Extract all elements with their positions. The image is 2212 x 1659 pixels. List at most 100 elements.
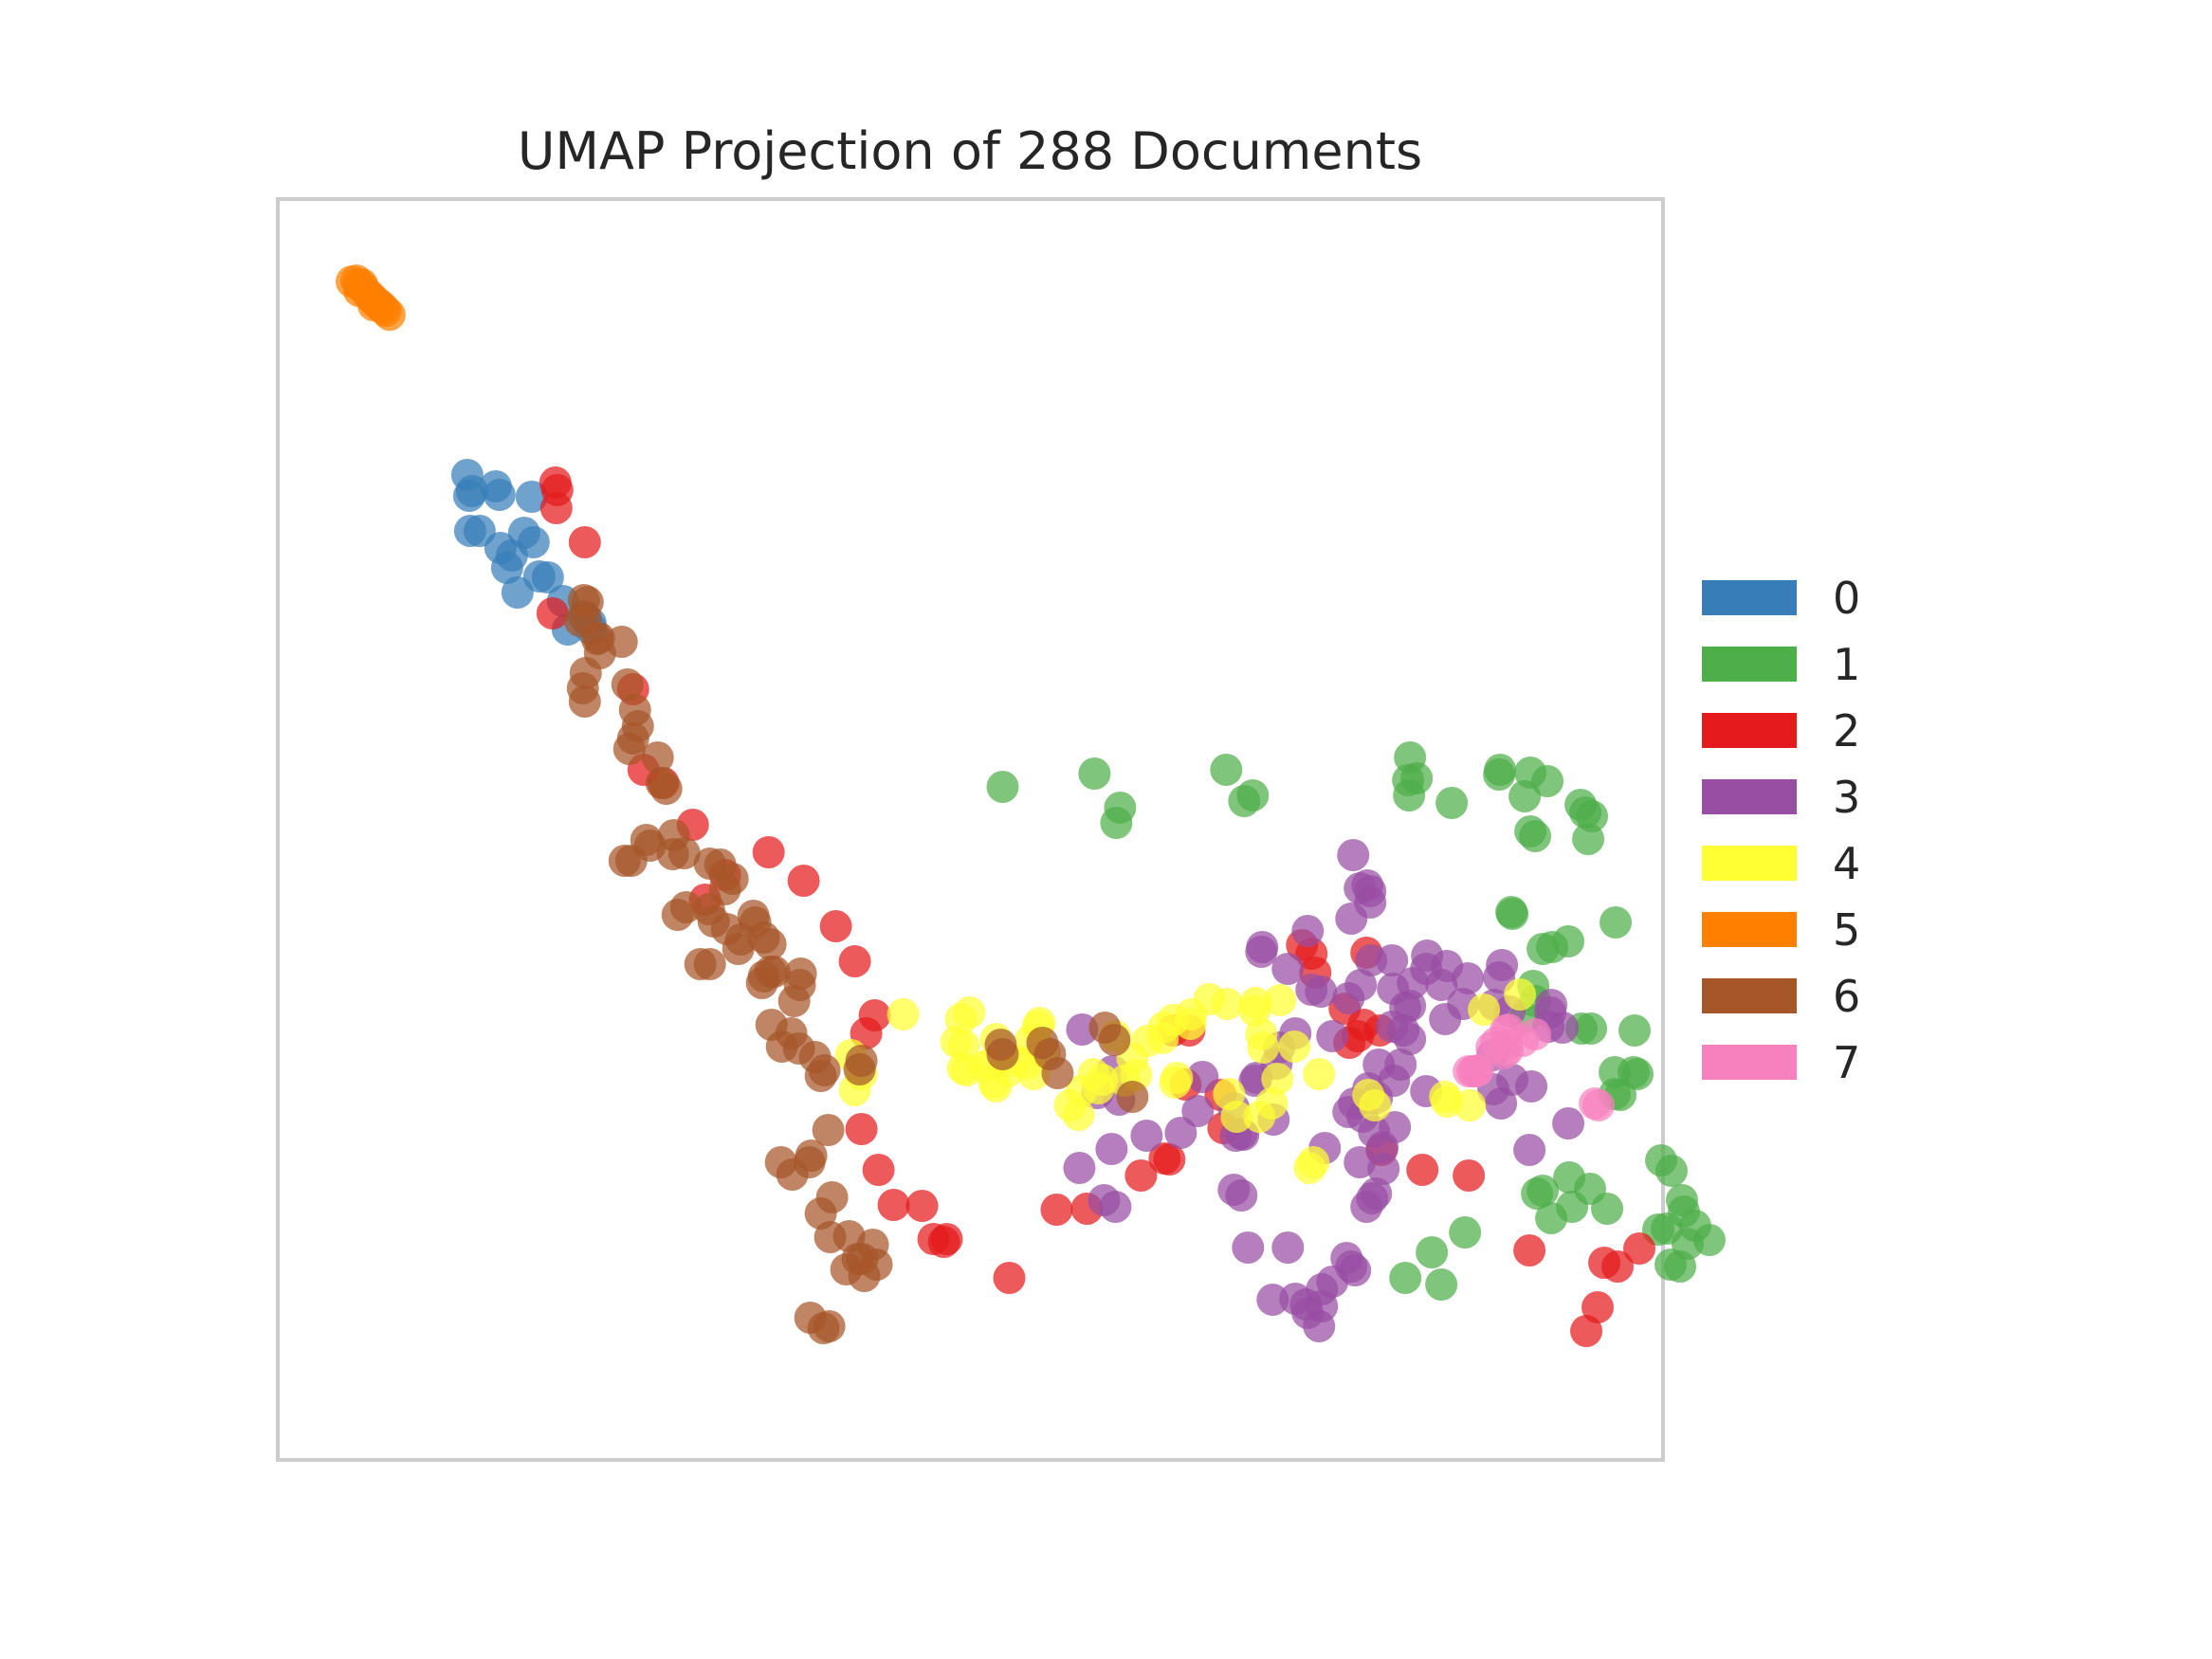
data-point — [571, 586, 604, 618]
legend-label: 0 — [1833, 573, 1861, 624]
data-point — [1255, 1087, 1289, 1120]
data-point — [1041, 1057, 1074, 1089]
data-point — [1124, 1159, 1158, 1192]
plot-area — [276, 197, 1665, 1462]
legend-label: 6 — [1833, 971, 1861, 1022]
legend-swatch — [1702, 779, 1797, 814]
data-point — [1600, 906, 1633, 939]
data-point — [1264, 984, 1297, 1016]
data-point — [693, 948, 726, 980]
data-point — [1351, 869, 1384, 902]
data-point — [1217, 1174, 1251, 1206]
legend-swatch — [1702, 978, 1797, 1013]
data-point — [843, 1053, 876, 1085]
data-point — [804, 1060, 837, 1092]
data-point — [787, 865, 820, 897]
data-point — [452, 480, 485, 512]
data-point — [812, 1114, 845, 1146]
data-point — [1581, 1291, 1615, 1323]
chart-title: UMAP Projection of 288 Documents — [517, 121, 1423, 181]
data-point — [1513, 1134, 1546, 1166]
data-point — [1575, 1012, 1608, 1045]
data-point — [745, 967, 778, 999]
data-point — [1186, 1061, 1219, 1093]
data-point — [838, 945, 871, 977]
data-point — [539, 492, 573, 524]
legend-swatch — [1702, 580, 1797, 615]
data-point — [1519, 820, 1552, 852]
data-point — [1588, 1247, 1621, 1279]
data-point — [830, 1253, 863, 1285]
data-point — [1531, 765, 1564, 797]
data-point — [1211, 988, 1244, 1020]
data-point — [605, 626, 638, 658]
data-point — [1645, 1144, 1678, 1176]
data-point — [1063, 1152, 1096, 1184]
data-point — [752, 836, 785, 868]
data-point — [1078, 757, 1111, 790]
data-point — [1416, 1236, 1449, 1268]
data-point — [877, 1189, 910, 1221]
data-point — [777, 985, 811, 1017]
data-point — [1546, 1012, 1580, 1044]
data-point — [1316, 1020, 1349, 1052]
data-point — [1618, 1014, 1652, 1047]
data-point — [887, 998, 920, 1030]
data-point — [1621, 1058, 1654, 1090]
data-point — [1359, 1089, 1392, 1121]
data-point — [657, 819, 690, 851]
data-point — [813, 1310, 846, 1342]
data-point — [1181, 1095, 1215, 1127]
data-point — [1582, 1089, 1616, 1121]
data-point — [1157, 1004, 1190, 1036]
data-point — [1335, 902, 1368, 935]
data-point — [1337, 839, 1370, 871]
points-layer — [335, 264, 1726, 1347]
data-point — [1261, 1063, 1294, 1095]
data-point — [1210, 754, 1243, 786]
data-point — [1394, 1023, 1427, 1055]
data-point — [649, 773, 683, 805]
data-point — [927, 1226, 960, 1258]
data-point — [1449, 1216, 1482, 1249]
legend-label: 4 — [1833, 838, 1861, 889]
data-point — [1095, 1133, 1128, 1165]
data-point — [1245, 936, 1278, 968]
data-point — [568, 685, 601, 718]
data-point — [953, 996, 986, 1029]
data-point — [1468, 994, 1501, 1026]
data-point — [1271, 953, 1305, 985]
data-point — [1377, 973, 1410, 1005]
data-point — [697, 905, 730, 938]
data-point — [1293, 1152, 1326, 1184]
data-point — [531, 561, 564, 593]
data-point — [1040, 1194, 1073, 1226]
data-point — [1239, 987, 1272, 1019]
legend-swatch — [1702, 912, 1797, 947]
data-point — [1376, 944, 1409, 976]
data-point — [1495, 896, 1528, 928]
data-point — [490, 552, 523, 584]
data-point — [1291, 915, 1325, 947]
data-point — [905, 1190, 939, 1222]
data-point — [1504, 978, 1537, 1011]
data-point — [1159, 1066, 1192, 1099]
data-point — [1435, 787, 1469, 819]
data-point — [1303, 1058, 1336, 1090]
data-point — [1335, 1250, 1368, 1283]
legend-swatch — [1702, 713, 1797, 748]
data-point — [1332, 982, 1365, 1014]
data-point — [1100, 807, 1133, 839]
data-point — [1576, 800, 1609, 832]
data-point — [1360, 1177, 1393, 1210]
data-point — [845, 1113, 878, 1145]
data-point — [661, 899, 694, 931]
data-point — [979, 1070, 1013, 1103]
legend-swatch — [1702, 846, 1797, 881]
series-5 — [335, 264, 406, 331]
data-point — [1431, 1085, 1464, 1118]
series-7 — [1453, 1013, 1616, 1121]
data-point — [1305, 975, 1338, 1008]
data-point — [1164, 1117, 1197, 1149]
